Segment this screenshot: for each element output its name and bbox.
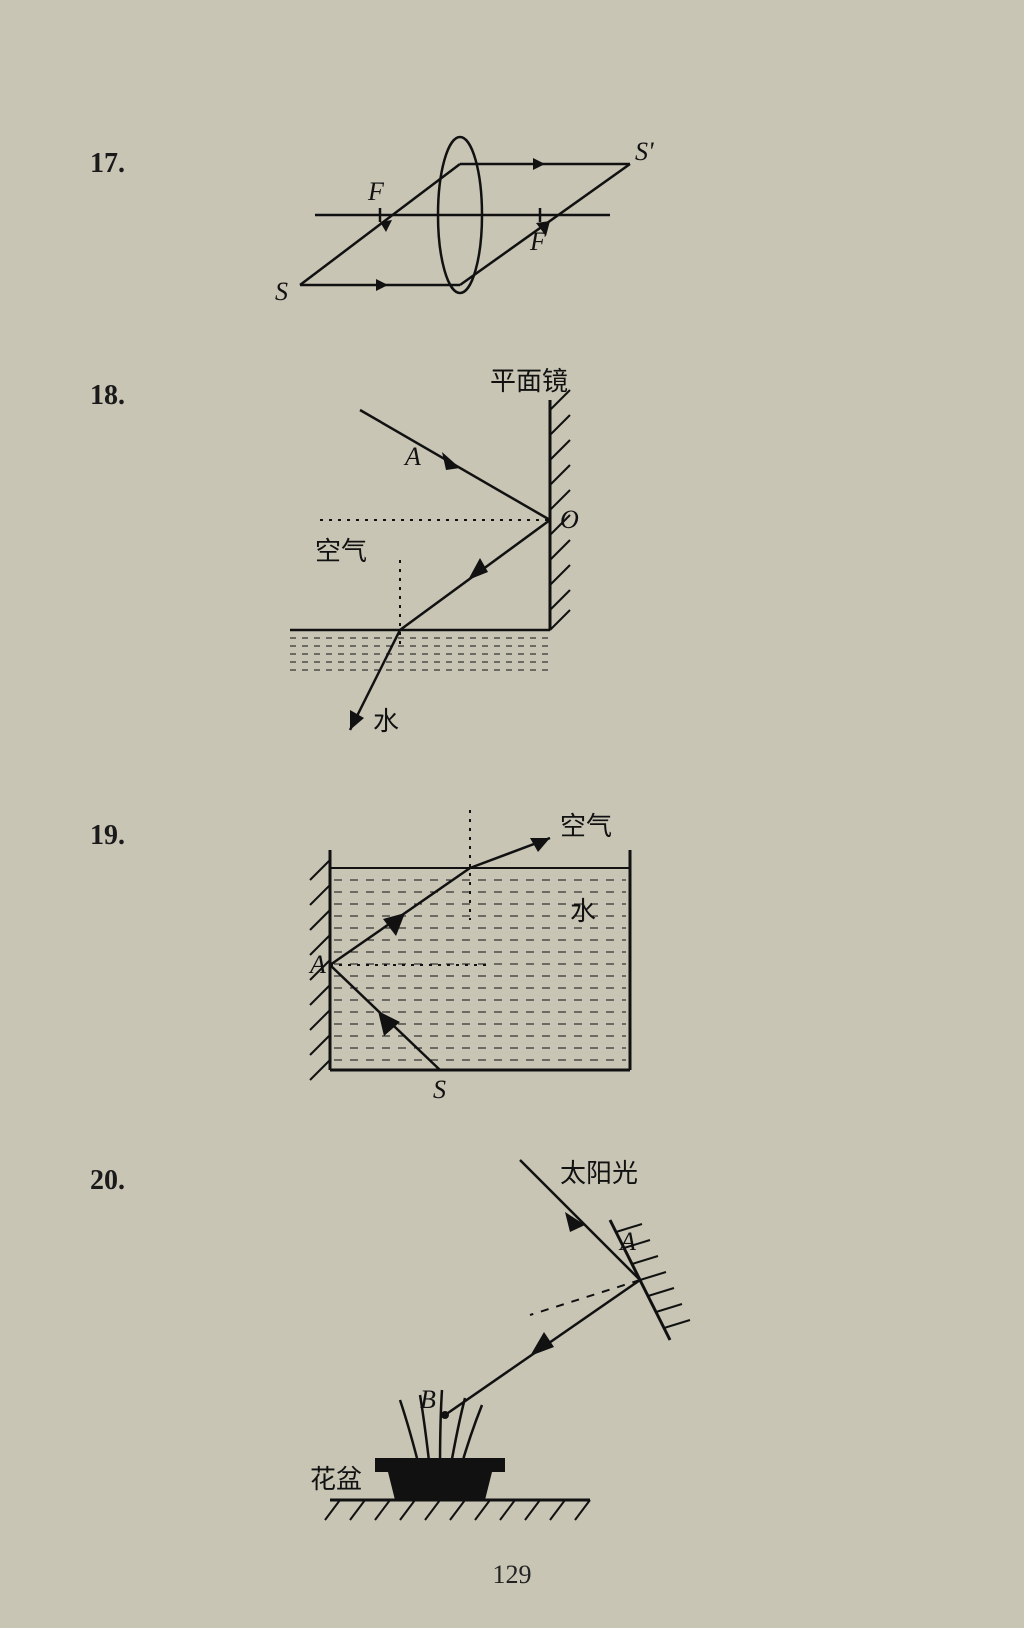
label-pot: 花盆 [310, 1464, 362, 1494]
label-A-19: A [308, 950, 326, 979]
label-S-prime: S' [635, 137, 654, 166]
label-B-20: B [420, 1385, 436, 1414]
question-number-20: 20. [90, 1165, 125, 1197]
diagram-19: 空气 水 A S [270, 790, 700, 1110]
label-A-18: A [403, 442, 421, 471]
label-water-19: 水 [570, 896, 596, 926]
question-number-19: 19. [90, 820, 125, 852]
page: 17. S S' F F 18. [0, 0, 1024, 1628]
label-F-right: F [529, 227, 547, 256]
diagram-17: S S' F F [260, 120, 680, 320]
label-sunlight: 太阳光 [560, 1158, 638, 1188]
label-air-18: 空气 [315, 536, 367, 566]
label-mirror: 平面镜 [490, 366, 568, 396]
label-air-19: 空气 [560, 811, 612, 841]
label-S: S [275, 277, 288, 306]
label-F-left: F [367, 177, 385, 206]
question-number-18: 18. [90, 380, 125, 412]
label-O-18: O [560, 505, 579, 534]
label-water-18: 水 [373, 706, 399, 736]
diagram-20: 太阳光 A B 花盆 [270, 1140, 730, 1540]
question-number-17: 17. [90, 148, 125, 180]
diagram-18: 平面镜 A O 空气 水 [250, 360, 670, 760]
page-number: 129 [0, 1560, 1024, 1590]
label-S-19: S [433, 1075, 446, 1104]
label-A-20: A [618, 1227, 636, 1256]
